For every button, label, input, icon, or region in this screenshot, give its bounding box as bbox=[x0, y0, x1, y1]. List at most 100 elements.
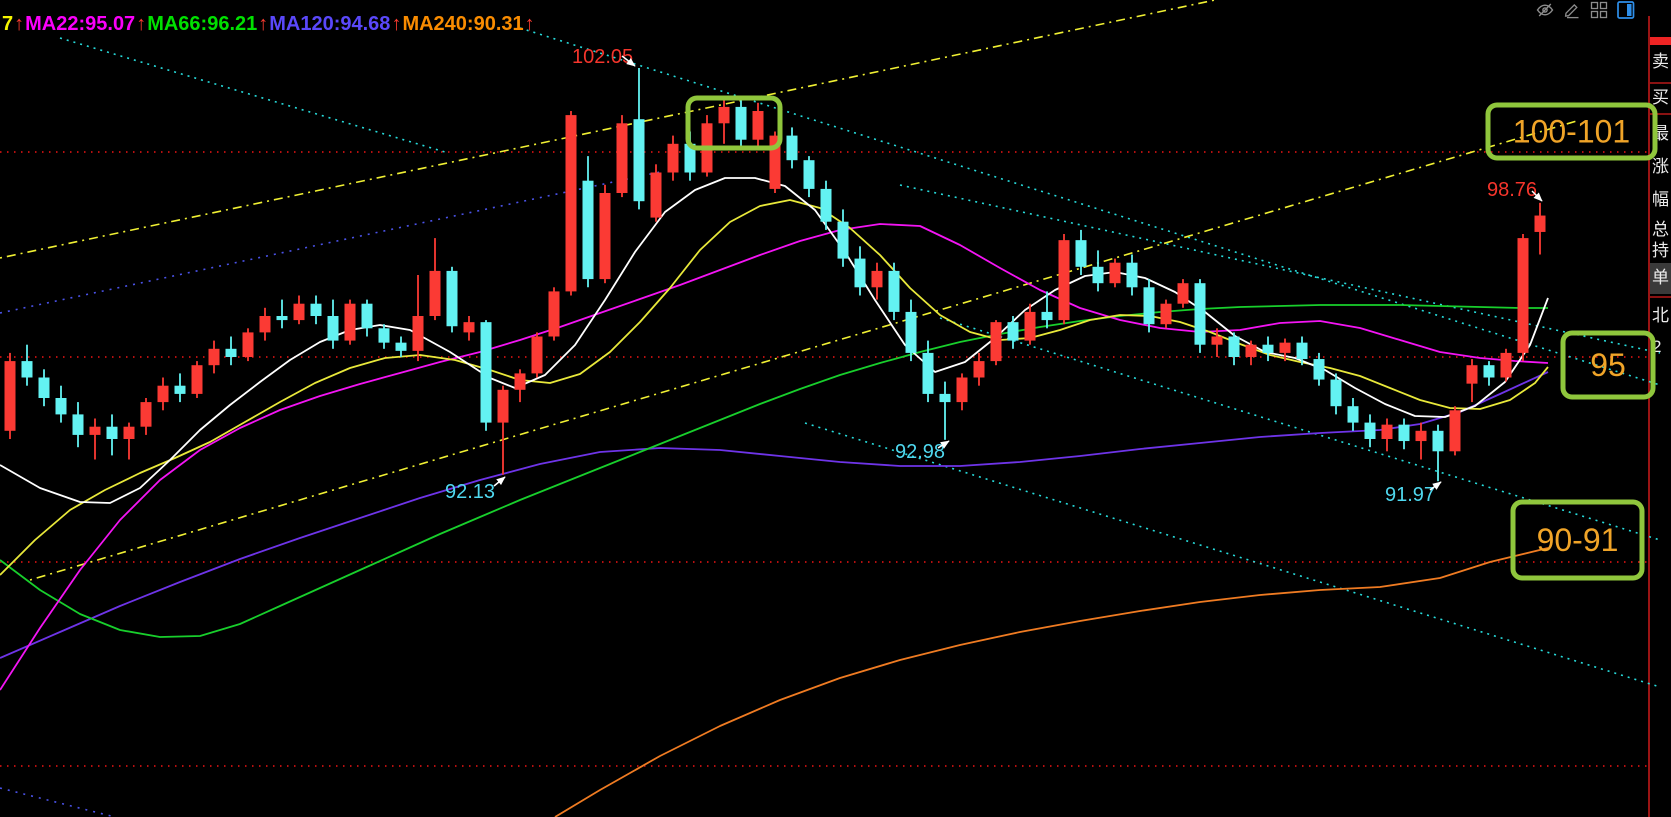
candle-down bbox=[1262, 336, 1274, 362]
quote-panel-toggle-icon[interactable] bbox=[1617, 1, 1635, 19]
candle-down bbox=[1364, 414, 1376, 448]
hide-drawings-icon[interactable] bbox=[1536, 1, 1554, 19]
ma240-label: MA240:90.31 bbox=[402, 13, 524, 35]
quote-field-label: 买 bbox=[1652, 88, 1669, 107]
candle-down bbox=[361, 299, 373, 337]
ma-line-ma-white bbox=[0, 177, 1549, 504]
candle-up bbox=[1381, 418, 1393, 452]
candle-up bbox=[973, 352, 985, 386]
candle-down bbox=[1007, 316, 1019, 349]
candle-up bbox=[429, 238, 441, 321]
top-zone-box[interactable] bbox=[685, 95, 783, 151]
trend-arrow: ↑ bbox=[524, 13, 535, 35]
callout-price-text: 98.76 bbox=[1487, 179, 1537, 201]
support-zone-box[interactable]: 90-91 bbox=[1510, 499, 1645, 581]
candle-up bbox=[650, 164, 662, 222]
candle-down bbox=[310, 295, 322, 325]
low-callout[interactable]: 92.13 bbox=[445, 476, 506, 503]
resistance-trendline-1[interactable] bbox=[59, 37, 446, 153]
candle-down bbox=[888, 262, 900, 321]
candle-up bbox=[956, 373, 968, 411]
channel-trendline-2[interactable] bbox=[0, 787, 116, 817]
zone-price-label: 90-91 bbox=[1537, 522, 1619, 558]
callout-arrow bbox=[937, 440, 950, 449]
candle-up bbox=[1534, 202, 1546, 255]
resistance-trendline-2[interactable] bbox=[519, 27, 1661, 386]
callout-price-text: 102.05 bbox=[572, 46, 633, 68]
candle-down bbox=[922, 340, 934, 403]
quote-field-label: 持 bbox=[1652, 241, 1669, 260]
candle-down bbox=[1126, 254, 1138, 296]
candle-down bbox=[1041, 291, 1053, 329]
low-callout[interactable]: 91.97 bbox=[1385, 481, 1442, 506]
candle-down bbox=[1330, 373, 1342, 415]
candle-up bbox=[531, 332, 543, 378]
candle-down bbox=[939, 381, 951, 440]
resistance-zone-box[interactable]: 100-101 bbox=[1485, 102, 1658, 161]
candle-up bbox=[89, 418, 101, 460]
candle-up bbox=[565, 111, 577, 296]
candle-down bbox=[1347, 398, 1359, 431]
candle-down bbox=[1194, 279, 1206, 353]
candle-down bbox=[1398, 418, 1410, 450]
ma-line-ma66 bbox=[0, 304, 1548, 638]
candle-down bbox=[854, 246, 866, 296]
candle-down bbox=[582, 156, 594, 288]
candle-down bbox=[72, 402, 84, 448]
candle-up bbox=[259, 307, 271, 341]
candle-up bbox=[1415, 422, 1427, 460]
callout-arrow bbox=[621, 55, 636, 67]
ma-line-ma120 bbox=[0, 371, 1549, 659]
candle-down bbox=[38, 369, 50, 407]
support-trendline-1[interactable] bbox=[0, 0, 1216, 259]
channel-trendline-1[interactable] bbox=[0, 171, 661, 314]
candle-down bbox=[327, 299, 339, 349]
quote-field-label: 幅 bbox=[1652, 190, 1669, 209]
candle-up bbox=[497, 385, 509, 475]
callout-arrow bbox=[1531, 190, 1543, 202]
candle-up bbox=[140, 398, 152, 435]
candle-down bbox=[1228, 332, 1240, 366]
grid-layout-icon[interactable] bbox=[1590, 1, 1608, 19]
draw-edit-icon[interactable] bbox=[1563, 1, 1581, 19]
candle-down bbox=[633, 67, 645, 210]
candle-up bbox=[1211, 328, 1223, 357]
candle-up bbox=[463, 316, 475, 341]
candle-up bbox=[990, 320, 1002, 366]
candle-down bbox=[276, 299, 288, 329]
candle-up bbox=[718, 98, 730, 144]
candle-up bbox=[514, 369, 526, 403]
quote-field-label: 单 bbox=[1652, 268, 1669, 287]
candle-down bbox=[837, 209, 849, 267]
candle-up bbox=[157, 377, 169, 411]
support-trendline-2[interactable] bbox=[29, 119, 1581, 581]
candle-down bbox=[21, 344, 33, 386]
panel-highlight-row bbox=[1650, 263, 1671, 294]
candle-down bbox=[1296, 336, 1308, 366]
quote-field-label: 涨 bbox=[1652, 157, 1669, 176]
candle-down bbox=[446, 266, 458, 333]
quote-field-label: 总 bbox=[1652, 220, 1669, 239]
pivot-zone-box[interactable]: 95 bbox=[1560, 330, 1656, 400]
candle-down bbox=[1483, 361, 1495, 386]
quote-field-label: 卖 bbox=[1652, 52, 1669, 71]
candle-down bbox=[735, 98, 747, 148]
candle-down bbox=[1432, 424, 1444, 482]
high-callout[interactable]: 102.05 bbox=[572, 46, 636, 68]
panel-divider bbox=[1648, 16, 1650, 817]
zone-price-label: 95 bbox=[1590, 347, 1626, 383]
candle-up bbox=[548, 287, 560, 341]
ma-line-ma240 bbox=[554, 547, 1549, 817]
candle-down bbox=[1313, 352, 1325, 386]
callout-price-text: 91.97 bbox=[1385, 484, 1435, 506]
candle-up bbox=[1109, 258, 1121, 288]
high-callout[interactable]: 98.76 bbox=[1487, 179, 1543, 202]
candle-up bbox=[1449, 406, 1461, 456]
low-callout[interactable]: 92.98 bbox=[895, 440, 950, 463]
quote-field-label: 2 bbox=[1652, 337, 1662, 356]
candle-up bbox=[1245, 340, 1257, 366]
ma22-label: MA22:95.07 bbox=[25, 13, 136, 35]
trend-arrow: ↑ bbox=[14, 13, 25, 35]
